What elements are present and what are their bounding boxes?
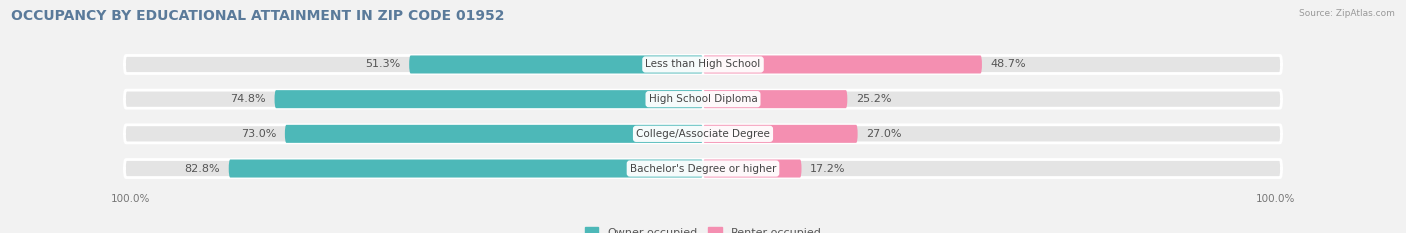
- FancyBboxPatch shape: [703, 125, 858, 143]
- Text: College/Associate Degree: College/Associate Degree: [636, 129, 770, 139]
- FancyBboxPatch shape: [703, 90, 848, 108]
- Text: 25.2%: 25.2%: [856, 94, 891, 104]
- Text: Less than High School: Less than High School: [645, 59, 761, 69]
- FancyBboxPatch shape: [125, 160, 1281, 178]
- FancyBboxPatch shape: [703, 55, 981, 73]
- Legend: Owner-occupied, Renter-occupied: Owner-occupied, Renter-occupied: [585, 227, 821, 233]
- Text: Bachelor's Degree or higher: Bachelor's Degree or higher: [630, 164, 776, 174]
- FancyBboxPatch shape: [703, 160, 801, 178]
- Text: 51.3%: 51.3%: [366, 59, 401, 69]
- FancyBboxPatch shape: [274, 90, 703, 108]
- FancyBboxPatch shape: [409, 55, 703, 73]
- FancyBboxPatch shape: [125, 125, 1281, 143]
- Text: Source: ZipAtlas.com: Source: ZipAtlas.com: [1299, 9, 1395, 18]
- Text: High School Diploma: High School Diploma: [648, 94, 758, 104]
- FancyBboxPatch shape: [125, 55, 1281, 73]
- Text: 48.7%: 48.7%: [991, 59, 1026, 69]
- Text: 27.0%: 27.0%: [866, 129, 901, 139]
- FancyBboxPatch shape: [125, 90, 1281, 108]
- Text: 17.2%: 17.2%: [810, 164, 845, 174]
- Text: OCCUPANCY BY EDUCATIONAL ATTAINMENT IN ZIP CODE 01952: OCCUPANCY BY EDUCATIONAL ATTAINMENT IN Z…: [11, 9, 505, 23]
- Text: 82.8%: 82.8%: [184, 164, 221, 174]
- Text: 74.8%: 74.8%: [231, 94, 266, 104]
- FancyBboxPatch shape: [229, 160, 703, 178]
- Text: 73.0%: 73.0%: [240, 129, 276, 139]
- FancyBboxPatch shape: [285, 125, 703, 143]
